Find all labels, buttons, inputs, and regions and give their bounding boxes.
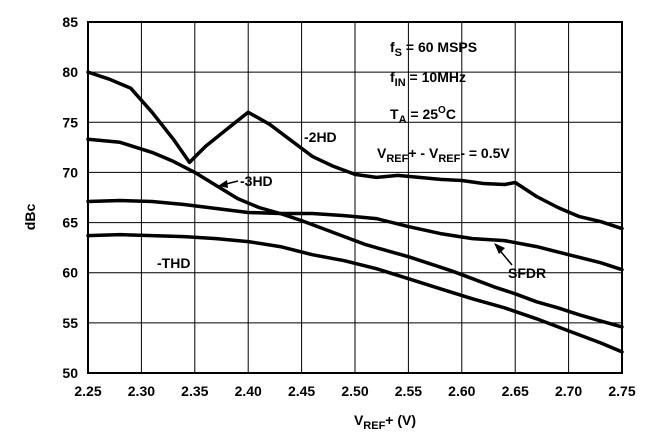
x-axis-label: VREF+ (V) <box>354 412 416 432</box>
x-tick-label: 2.50 <box>341 383 368 399</box>
series-labels: -2HD -3HD SFDR -THD <box>157 129 546 281</box>
x-tick-label: 2.65 <box>502 383 529 399</box>
series-line-2hd <box>86 70 624 231</box>
annotation-fin: fIN = 10MHz <box>390 69 466 89</box>
y-tick-label: 80 <box>62 64 78 80</box>
y-tick-label: 60 <box>62 265 78 281</box>
x-tick-label: 2.45 <box>288 383 315 399</box>
series-line-thd <box>86 232 624 354</box>
series-label-thd: -THD <box>157 255 190 271</box>
plot-frame <box>87 21 623 374</box>
series-label-3hd: -3HD <box>240 173 273 189</box>
series-lines <box>86 70 624 354</box>
y-tick-label: 65 <box>62 215 78 231</box>
arrowhead-sfdr <box>494 243 505 254</box>
label-arrows <box>218 180 513 266</box>
y-axis-label: dBc <box>22 204 38 231</box>
x-tick-labels: 2.25 2.30 2.35 2.40 2.45 2.50 2.55 2.60 2.65 2.70… <box>74 383 635 399</box>
conditions-annotation: fS = 60 MSPS fIN = 10MHz TA = 25OC VREF+… <box>377 39 510 165</box>
series-line-3hd <box>86 137 624 329</box>
annotation-ta: TA = 25OC <box>390 105 456 126</box>
annotation-fs: fS = 60 MSPS <box>390 39 477 59</box>
series-line-sfdr <box>86 198 624 272</box>
y-tick-label: 85 <box>62 14 78 30</box>
y-tick-labels: 50 55 60 65 70 75 80 85 <box>62 14 78 381</box>
x-tick-label: 2.70 <box>555 383 582 399</box>
annotation-vref: VREF+ - VREF- = 0.5V <box>377 145 510 165</box>
y-tick-label: 55 <box>62 315 78 331</box>
series-label-2hd: -2HD <box>304 129 337 145</box>
x-tick-label: 2.75 <box>608 383 635 399</box>
x-tick-label: 2.40 <box>235 383 262 399</box>
series-label-sfdr: SFDR <box>508 265 546 281</box>
x-tick-label: 2.60 <box>448 383 475 399</box>
x-tick-label: 2.30 <box>128 383 155 399</box>
y-tick-label: 70 <box>62 164 78 180</box>
y-tick-label: 50 <box>62 365 78 381</box>
x-tick-label: 2.25 <box>74 383 101 399</box>
y-tick-label: 75 <box>62 114 78 130</box>
arrowhead-3hd <box>218 180 228 188</box>
x-tick-label: 2.55 <box>395 383 422 399</box>
x-tick-label: 2.35 <box>181 383 208 399</box>
